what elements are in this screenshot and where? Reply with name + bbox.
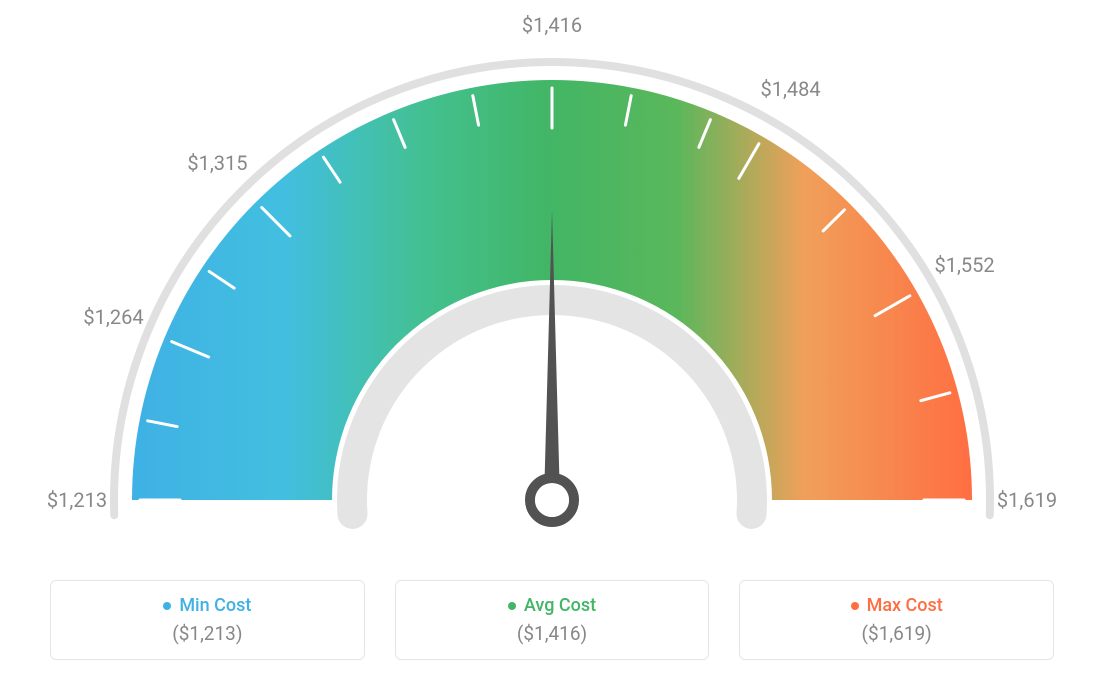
legend-value-min: ($1,213) <box>172 622 242 645</box>
gauge-tick-label: $1,552 <box>935 253 995 277</box>
legend-label-text: Min Cost <box>179 595 251 616</box>
legend-value-max: ($1,619) <box>862 622 932 645</box>
gauge-tick-label: $1,264 <box>83 305 143 329</box>
gauge-tick-label: $1,484 <box>760 77 820 101</box>
gauge-tick-label: $1,619 <box>997 488 1057 512</box>
legend-label-text: Avg Cost <box>524 595 596 616</box>
legend-label-min: Min Cost <box>163 595 251 616</box>
legend-label-text: Max Cost <box>867 595 943 616</box>
gauge-svg <box>0 0 1104 560</box>
gauge-tick-label: $1,416 <box>522 13 582 37</box>
gauge-tick-label: $1,315 <box>187 151 247 175</box>
dot-icon <box>851 602 859 610</box>
legend-card-max: Max Cost ($1,619) <box>739 580 1054 660</box>
legend-card-avg: Avg Cost ($1,416) <box>395 580 710 660</box>
dot-icon <box>163 602 171 610</box>
dot-icon <box>508 602 516 610</box>
legend-card-min: Min Cost ($1,213) <box>50 580 365 660</box>
gauge-tick-label: $1,213 <box>47 488 107 512</box>
gauge-chart: $1,213 $1,264 $1,315 $1,416 $1,484 $1,552 $1,6… <box>0 0 1104 560</box>
legend-value-avg: ($1,416) <box>517 622 587 645</box>
legend-label-avg: Avg Cost <box>508 595 596 616</box>
legend-row: Min Cost ($1,213) Avg Cost ($1,416) Max … <box>50 580 1054 660</box>
legend-label-max: Max Cost <box>851 595 943 616</box>
